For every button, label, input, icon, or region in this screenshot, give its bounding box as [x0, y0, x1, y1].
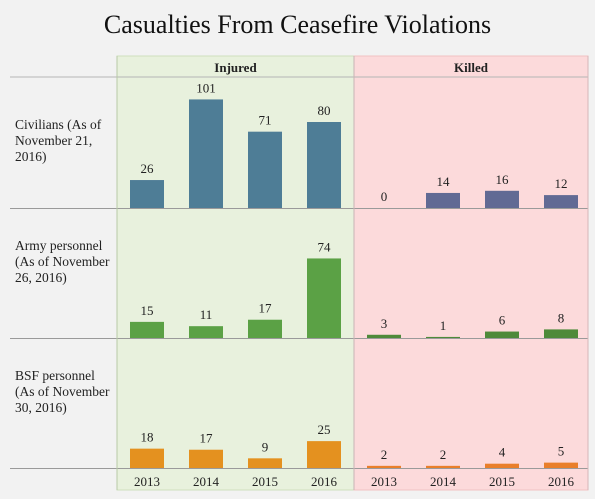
bar-injured-r3-2013 [130, 448, 164, 468]
x-tick-injured-2014: 2014 [193, 474, 220, 489]
bar-injured-r2-2013 [130, 321, 164, 338]
x-tick-injured-2016: 2016 [311, 474, 338, 489]
bar-injured-r1-2014 [189, 99, 223, 208]
data-label-killed-r1-2013: 0 [381, 189, 388, 204]
bar-killed-r3-2015 [485, 463, 519, 468]
x-tick-killed-2016: 2016 [548, 474, 575, 489]
data-label-injured-r3-2014: 17 [200, 431, 214, 446]
column-header-injured: Injured [214, 60, 257, 75]
bar-killed-r2-2013 [367, 334, 401, 338]
data-label-killed-r3-2014: 2 [440, 447, 447, 462]
bar-killed-r2-2015 [485, 331, 519, 338]
data-label-killed-r3-2016: 5 [558, 444, 565, 459]
bar-injured-r2-2014 [189, 326, 223, 338]
x-tick-killed-2015: 2015 [489, 474, 515, 489]
row-label-civilians: Civilians (As of November 21, 2016) [15, 117, 102, 164]
data-label-injured-r2-2016: 74 [318, 239, 332, 254]
row-label-army: Army personnel (As of November 26, 2016) [15, 238, 110, 285]
data-label-killed-r2-2016: 8 [558, 310, 565, 325]
bar-injured-r2-2015 [248, 319, 282, 338]
bar-killed-r3-2016 [544, 462, 578, 468]
data-label-injured-r1-2015: 71 [259, 113, 272, 128]
bar-killed-r3-2013 [367, 465, 401, 468]
bar-killed-r3-2014 [426, 465, 460, 468]
data-label-injured-r1-2014: 101 [196, 80, 216, 95]
x-tick-killed-2014: 2014 [430, 474, 457, 489]
x-tick-injured-2015: 2015 [252, 474, 278, 489]
data-label-injured-r3-2013: 18 [141, 430, 154, 445]
data-label-killed-r2-2013: 3 [381, 316, 388, 331]
data-label-injured-r1-2013: 26 [141, 161, 155, 176]
data-label-killed-r1-2015: 16 [496, 172, 510, 187]
bar-injured-r1-2013 [130, 180, 164, 208]
bar-killed-r2-2014 [426, 336, 460, 338]
data-label-injured-r3-2016: 25 [318, 422, 331, 437]
bar-injured-r1-2016 [307, 122, 341, 208]
bar-killed-r1-2015 [485, 190, 519, 208]
bar-injured-r3-2014 [189, 449, 223, 468]
x-tick-killed-2013: 2013 [371, 474, 397, 489]
data-label-injured-r2-2014: 11 [200, 307, 213, 322]
bar-killed-r2-2016 [544, 329, 578, 338]
data-label-killed-r3-2013: 2 [381, 447, 388, 462]
row-label-bsf: BSF personnel (As of November 30, 2016) [15, 368, 110, 415]
x-tick-injured-2013: 2013 [134, 474, 160, 489]
chart-title: Casualties From Ceasefire Violations [103, 10, 492, 39]
panel-bg-killed [353, 55, 589, 491]
data-label-killed-r2-2014: 1 [440, 318, 447, 333]
data-label-injured-r2-2015: 17 [259, 301, 273, 316]
bar-killed-r1-2014 [426, 192, 460, 208]
data-label-killed-r1-2014: 14 [437, 174, 451, 189]
data-label-injured-r2-2013: 15 [141, 303, 154, 318]
bar-killed-r1-2016 [544, 195, 578, 208]
data-label-injured-r1-2016: 80 [318, 103, 331, 118]
data-label-killed-r3-2015: 4 [499, 445, 506, 460]
column-header-killed: Killed [454, 60, 489, 75]
bar-injured-r1-2015 [248, 131, 282, 208]
data-label-killed-r1-2016: 12 [555, 176, 568, 191]
bar-injured-r3-2016 [307, 441, 341, 468]
data-label-killed-r2-2015: 6 [499, 313, 506, 328]
bar-injured-r3-2015 [248, 458, 282, 468]
data-label-injured-r3-2015: 9 [262, 439, 269, 454]
bar-injured-r2-2016 [307, 258, 341, 338]
